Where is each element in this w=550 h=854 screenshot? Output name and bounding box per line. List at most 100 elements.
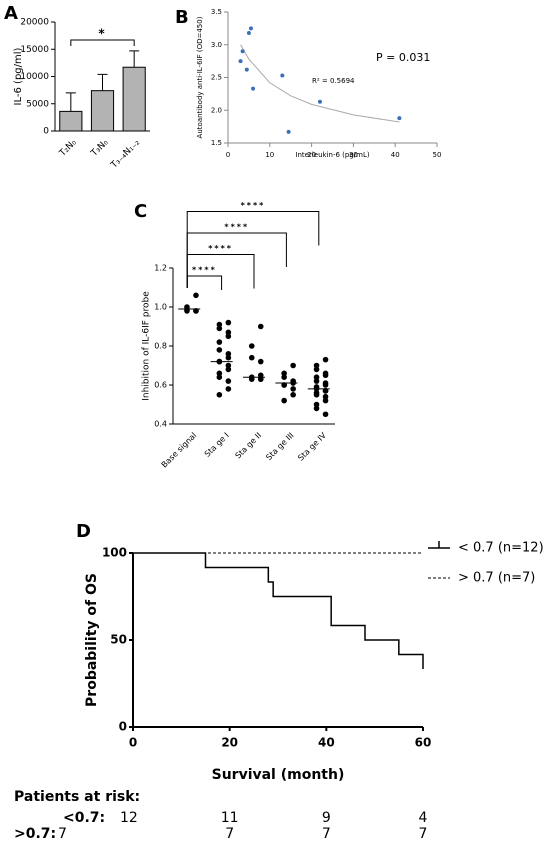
data-point bbox=[248, 26, 253, 31]
data-point bbox=[322, 411, 329, 418]
data-point bbox=[238, 59, 243, 64]
risk-count: 12 bbox=[120, 810, 138, 826]
data-point bbox=[313, 391, 320, 398]
legend-label: < 0.7 (n=12) bbox=[458, 541, 544, 556]
y-tick-label: 0.8 bbox=[154, 342, 167, 351]
y-tick-label: 15000 bbox=[20, 45, 49, 55]
y-tick-label: 10000 bbox=[20, 72, 49, 82]
data-point bbox=[225, 378, 232, 384]
significance-label: **** bbox=[192, 266, 217, 275]
y-axis-title: Autoantibody anti-IL-6IF (OD=450) bbox=[196, 16, 204, 138]
y-tick-label: 0 bbox=[43, 127, 49, 137]
x-axis-title: Survival (month) bbox=[212, 767, 345, 783]
data-point bbox=[184, 308, 190, 314]
trend-line bbox=[240, 44, 400, 123]
data-point bbox=[216, 391, 223, 398]
risk-count: 7 bbox=[225, 826, 234, 842]
risk-count: 7 bbox=[58, 826, 67, 842]
significance-bracket bbox=[186, 211, 320, 288]
data-point bbox=[313, 362, 320, 369]
data-point bbox=[257, 376, 264, 382]
y-tick-label: 20000 bbox=[20, 18, 49, 28]
x-tick-label: 0 bbox=[129, 736, 137, 750]
y-axis-title: Probability of OS bbox=[84, 573, 100, 707]
legend-label: > 0.7 (n=7) bbox=[458, 571, 535, 586]
y-axis-title: IL-6 (pg/ml) bbox=[13, 47, 24, 105]
x-tick-label: T₂N₀ bbox=[57, 138, 79, 160]
data-point bbox=[225, 319, 232, 326]
y-tick-label: 100 bbox=[102, 546, 127, 560]
data-point bbox=[216, 370, 223, 377]
risk-row-label: >0.7: bbox=[14, 826, 56, 842]
x-tick-label: T₃₋₄N₁₋₂ bbox=[109, 138, 143, 172]
x-tick-label: 10 bbox=[265, 151, 274, 159]
x-axis-title: Interleukin-6 (pg/mL) bbox=[295, 151, 369, 159]
x-tick-label: Base signal bbox=[160, 431, 199, 470]
y-tick-label: 3.5 bbox=[211, 8, 222, 16]
error-bar bbox=[97, 73, 108, 91]
x-tick-label: Sta ge I bbox=[203, 431, 231, 459]
data-point bbox=[322, 397, 329, 404]
significance-bracket bbox=[70, 39, 135, 46]
survival-curve bbox=[133, 552, 424, 670]
y-tick-label: 2.0 bbox=[211, 106, 222, 114]
data-point bbox=[313, 378, 320, 384]
significance-label: **** bbox=[241, 201, 266, 210]
data-point bbox=[225, 329, 232, 336]
annotation: P = 0.031 bbox=[376, 51, 430, 64]
y-tick-label: 0.4 bbox=[154, 420, 167, 429]
data-point bbox=[225, 362, 232, 369]
data-point bbox=[286, 129, 291, 134]
bar bbox=[122, 66, 146, 132]
risk-count: 7 bbox=[322, 826, 331, 842]
data-point bbox=[248, 376, 255, 382]
y-tick-label: 0.6 bbox=[154, 381, 167, 390]
risk-count: 9 bbox=[322, 810, 331, 826]
data-point bbox=[193, 292, 199, 299]
x-tick-label: Sta ge III bbox=[264, 431, 295, 462]
data-point bbox=[280, 73, 285, 78]
annotation: R² = 0.5694 bbox=[312, 77, 355, 85]
risk-count: 11 bbox=[221, 810, 239, 826]
data-point bbox=[313, 374, 320, 381]
data-point bbox=[322, 388, 329, 394]
y-tick-label: 1.2 bbox=[154, 264, 167, 273]
x-tick-label: Sta ge IV bbox=[296, 430, 328, 462]
y-tick-label: 5000 bbox=[26, 99, 49, 109]
x-tick-label: 40 bbox=[318, 736, 335, 750]
data-point bbox=[225, 351, 232, 357]
risk-count: 7 bbox=[419, 826, 428, 842]
data-point bbox=[216, 339, 223, 345]
data-point bbox=[313, 366, 320, 373]
y-tick-label: 1.0 bbox=[154, 303, 167, 312]
data-point bbox=[244, 67, 249, 72]
data-point bbox=[240, 49, 245, 54]
data-point bbox=[281, 397, 287, 404]
data-point bbox=[281, 374, 287, 381]
y-tick-label: 1.5 bbox=[211, 139, 222, 147]
bar bbox=[59, 110, 83, 132]
data-point bbox=[216, 347, 223, 353]
data-point bbox=[322, 372, 329, 379]
data-point bbox=[397, 116, 402, 121]
x-tick-label: 30 bbox=[349, 151, 358, 159]
significance-bracket bbox=[186, 232, 287, 288]
significance-label: **** bbox=[224, 223, 249, 232]
data-point bbox=[313, 401, 320, 408]
x-tick-label: 20 bbox=[307, 151, 316, 159]
data-point bbox=[322, 382, 329, 388]
data-point bbox=[257, 372, 264, 379]
data-point bbox=[225, 354, 232, 361]
significance-bracket bbox=[186, 275, 223, 290]
y-tick-label: 2.5 bbox=[211, 74, 222, 82]
panel-label: C bbox=[134, 201, 147, 222]
data-point bbox=[251, 86, 256, 91]
data-point bbox=[290, 386, 296, 392]
data-point bbox=[313, 405, 320, 412]
x-tick-label: 20 bbox=[221, 736, 238, 750]
data-point bbox=[216, 321, 223, 328]
risk-table-title: Patients at risk: bbox=[14, 789, 140, 805]
x-tick-label: 60 bbox=[415, 736, 432, 750]
data-point bbox=[257, 323, 264, 330]
x-tick-label: 40 bbox=[391, 151, 400, 159]
